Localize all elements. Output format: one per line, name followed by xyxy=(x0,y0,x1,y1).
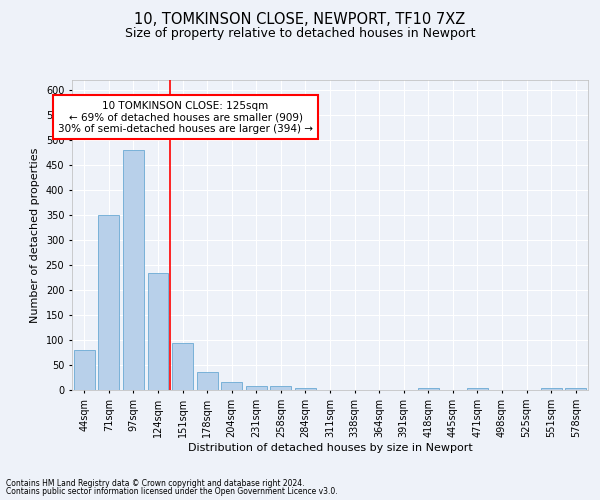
Bar xyxy=(295,388,316,390)
Bar xyxy=(148,272,169,390)
Bar xyxy=(74,350,95,390)
Bar xyxy=(221,382,242,390)
Bar xyxy=(541,388,562,390)
Bar xyxy=(565,388,586,390)
Bar xyxy=(98,215,119,390)
Bar xyxy=(172,342,193,390)
Text: Size of property relative to detached houses in Newport: Size of property relative to detached ho… xyxy=(125,28,475,40)
X-axis label: Distribution of detached houses by size in Newport: Distribution of detached houses by size … xyxy=(188,442,472,452)
Text: 10, TOMKINSON CLOSE, NEWPORT, TF10 7XZ: 10, TOMKINSON CLOSE, NEWPORT, TF10 7XZ xyxy=(134,12,466,28)
Bar xyxy=(467,388,488,390)
Text: 10 TOMKINSON CLOSE: 125sqm
← 69% of detached houses are smaller (909)
30% of sem: 10 TOMKINSON CLOSE: 125sqm ← 69% of deta… xyxy=(58,100,313,134)
Bar xyxy=(418,388,439,390)
Bar xyxy=(197,372,218,390)
Text: Contains public sector information licensed under the Open Government Licence v3: Contains public sector information licen… xyxy=(6,487,338,496)
Bar xyxy=(271,386,292,390)
Bar xyxy=(123,150,144,390)
Text: Contains HM Land Registry data © Crown copyright and database right 2024.: Contains HM Land Registry data © Crown c… xyxy=(6,478,305,488)
Y-axis label: Number of detached properties: Number of detached properties xyxy=(30,148,40,322)
Bar xyxy=(246,386,267,390)
